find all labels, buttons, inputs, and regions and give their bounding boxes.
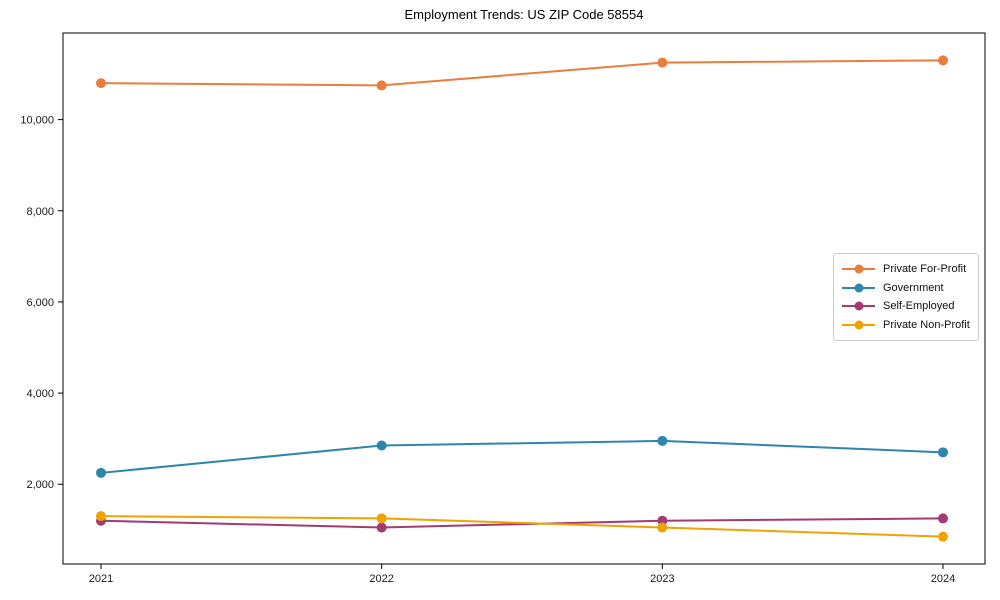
legend-item-government: Government [842, 282, 970, 294]
y-tick-label: 6,000 [26, 297, 54, 309]
series-private-for-profit [96, 55, 948, 91]
series-private-non-profit [96, 511, 948, 542]
legend-line-marker-icon [842, 283, 875, 293]
series-government [96, 435, 948, 478]
y-tick-label: 10,000 [20, 115, 54, 127]
data-point-marker [657, 515, 668, 526]
legend-dot-icon [854, 264, 863, 274]
data-point-marker [938, 531, 948, 542]
series-line [100, 439, 944, 474]
data-point-marker [96, 511, 106, 522]
legend-item-private-non-profit: Private Non-Profit [842, 319, 970, 331]
y-tick-label: 4,000 [26, 388, 54, 400]
x-axis: 2021 2022 2023 2024 [89, 564, 955, 585]
data-point-marker [376, 513, 387, 524]
legend-label: Private For-Profit [883, 263, 967, 276]
series-line [100, 515, 944, 538]
data-point-marker [96, 467, 106, 478]
y-tick-label: 2,000 [26, 479, 54, 491]
x-tick-label: 2021 [89, 573, 113, 585]
legend-dot-icon [854, 320, 863, 330]
data-point-marker [657, 435, 668, 446]
data-point-marker [376, 440, 387, 451]
series-line [100, 517, 944, 529]
legend-label: Private Non-Profit [883, 318, 970, 331]
legend-dot-icon [854, 283, 863, 293]
legend-dot-icon [854, 301, 863, 311]
data-point-marker [657, 57, 668, 68]
legend-item-self-employed: Self-Employed [842, 300, 970, 312]
data-point-marker [376, 80, 387, 91]
data-point-marker [657, 522, 668, 533]
legend-item-private-for-profit: Private For-Profit [842, 263, 970, 275]
legend-line-marker-icon [842, 320, 875, 330]
x-tick-label: 2024 [931, 573, 955, 585]
series-line [100, 59, 944, 87]
data-point-marker [938, 55, 948, 66]
x-tick-label: 2022 [369, 573, 393, 585]
y-tick-label: 8,000 [26, 206, 54, 218]
series-self-employed [96, 513, 948, 533]
legend-label: Government [883, 281, 944, 294]
chart-title: Employment Trends: US ZIP Code 58554 [404, 7, 644, 22]
legend-line-marker-icon [842, 301, 875, 311]
legend: Private For-Profit Government Self-Employe… [833, 253, 979, 341]
data-point-marker [376, 522, 387, 533]
plot-border [62, 32, 986, 565]
x-tick-label: 2023 [650, 573, 674, 585]
legend-label: Self-Employed [883, 300, 955, 313]
legend-line-marker-icon [842, 264, 875, 274]
y-axis: 2,000 4,000 6,000 8,000 10,000 [20, 115, 63, 491]
data-point-marker [938, 513, 948, 524]
data-point-marker [938, 447, 948, 458]
data-point-marker [96, 78, 106, 89]
